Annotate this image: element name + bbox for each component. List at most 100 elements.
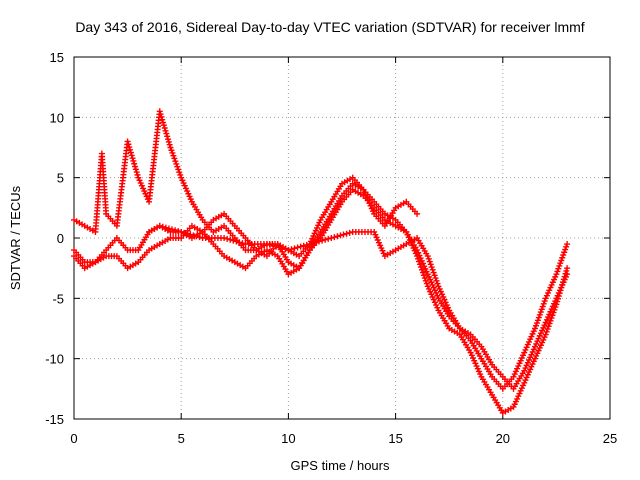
grid-lines	[74, 57, 610, 419]
data-point	[553, 271, 560, 278]
data-point	[544, 326, 551, 333]
data-point	[282, 246, 289, 253]
data-point	[309, 240, 316, 247]
data-point	[433, 277, 440, 284]
data-point	[546, 320, 553, 327]
data-point	[227, 236, 234, 243]
data-point	[239, 240, 246, 247]
data-point	[542, 331, 549, 338]
data-point	[425, 255, 432, 262]
data-point	[539, 303, 546, 310]
data-point	[134, 171, 141, 178]
x-tick-label: 5	[178, 431, 185, 446]
data-point	[426, 258, 433, 265]
data-point	[328, 235, 335, 241]
data-point	[553, 301, 560, 308]
data-point	[196, 234, 203, 241]
data-point	[156, 222, 163, 229]
data-point	[419, 269, 426, 276]
data-point	[236, 239, 243, 246]
y-tick-label: 0	[57, 231, 64, 246]
data-point	[434, 280, 441, 287]
data-point	[431, 272, 438, 279]
data-point	[169, 149, 176, 156]
data-point	[558, 257, 565, 264]
data-point	[337, 232, 344, 239]
data-point	[536, 311, 543, 318]
data-point	[175, 228, 182, 235]
data-point	[564, 241, 571, 248]
data-point	[172, 158, 179, 165]
data-point	[415, 258, 422, 265]
data-point	[559, 281, 566, 288]
data-point	[133, 169, 140, 176]
data-point	[184, 230, 191, 237]
series-trace-4	[146, 222, 571, 392]
data-point	[346, 229, 353, 236]
data-point	[533, 320, 540, 327]
data-point	[132, 163, 139, 170]
data-point	[558, 284, 565, 291]
data-point	[178, 228, 185, 235]
data-point	[169, 226, 176, 233]
y-tick-label: -5	[52, 291, 64, 306]
data-point	[556, 262, 563, 269]
axis-ticks	[73, 56, 611, 420]
chart-title: Day 343 of 2016, Sidereal Day-to-day VTE…	[75, 19, 584, 35]
data-point	[175, 166, 182, 173]
data-point	[557, 287, 564, 294]
data-point	[423, 280, 430, 287]
data-point	[161, 125, 168, 132]
data-point	[187, 231, 194, 238]
data-point	[422, 277, 429, 284]
data-point	[125, 141, 132, 148]
data-point	[334, 233, 341, 240]
data-point	[173, 160, 180, 167]
data-point	[549, 312, 556, 319]
data-point	[432, 275, 439, 282]
y-tick-label: 5	[57, 171, 64, 186]
data-point	[534, 317, 541, 324]
data-point	[132, 166, 139, 173]
data-point	[168, 147, 175, 154]
data-point	[165, 225, 172, 232]
data-point	[541, 298, 548, 305]
data-point	[555, 293, 562, 300]
data-point	[181, 229, 188, 236]
data-point	[306, 241, 313, 248]
data-point	[159, 223, 166, 230]
data-point	[165, 138, 172, 145]
data-point	[561, 273, 568, 280]
data-point	[174, 163, 181, 170]
data-point	[416, 261, 423, 268]
data-point	[176, 169, 183, 176]
data-point	[129, 155, 136, 162]
data-point	[559, 254, 566, 261]
data-point	[270, 242, 277, 249]
data-point	[561, 249, 568, 256]
data-point	[540, 300, 547, 307]
data-point	[177, 171, 184, 178]
data-point	[532, 322, 539, 329]
data-point	[551, 306, 558, 313]
data-point	[156, 108, 163, 115]
data-point	[555, 265, 562, 272]
data-point	[193, 233, 200, 240]
y-tick-label: -15	[45, 412, 64, 427]
data-point	[428, 264, 435, 271]
x-axis-label: GPS time / hours	[291, 458, 390, 473]
x-tick-labels: 0 5 10 15 20 25	[70, 431, 617, 446]
data-point	[312, 239, 319, 246]
data-point	[160, 122, 167, 129]
data-point	[267, 241, 274, 248]
data-point	[563, 267, 570, 274]
data-point	[163, 130, 170, 137]
data-point	[564, 265, 571, 272]
data-point	[230, 237, 237, 244]
data-point	[166, 141, 173, 148]
data-point	[417, 264, 424, 271]
data-point	[430, 269, 437, 276]
data-point	[126, 144, 133, 151]
data-point	[550, 309, 557, 316]
